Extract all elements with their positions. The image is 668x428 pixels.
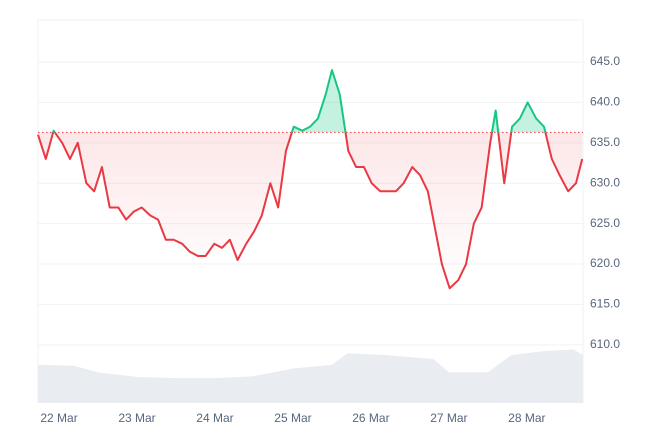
x-tick-label: 24 Mar bbox=[196, 411, 233, 425]
x-tick-label: 23 Mar bbox=[118, 411, 155, 425]
y-tick-label: 610.0 bbox=[590, 337, 620, 351]
y-tick-label: 615.0 bbox=[590, 297, 620, 311]
x-tick-label: 26 Mar bbox=[352, 411, 389, 425]
x-tick-label: 22 Mar bbox=[40, 411, 77, 425]
y-tick-label: 635.0 bbox=[590, 135, 620, 149]
area bbox=[38, 70, 583, 289]
x-tick-label: 28 Mar bbox=[508, 411, 545, 425]
price-line bbox=[37, 69, 584, 290]
y-tick-label: 645.0 bbox=[590, 54, 620, 68]
y-tick-label: 630.0 bbox=[590, 175, 620, 189]
y-tick-label: 625.0 bbox=[590, 216, 620, 230]
y-tick-label: 640.0 bbox=[590, 95, 620, 109]
volume-area bbox=[38, 349, 583, 403]
x-tick-label: 27 Mar bbox=[430, 411, 467, 425]
y-tick-label: 620.0 bbox=[590, 256, 620, 270]
x-tick-label: 25 Mar bbox=[274, 411, 311, 425]
